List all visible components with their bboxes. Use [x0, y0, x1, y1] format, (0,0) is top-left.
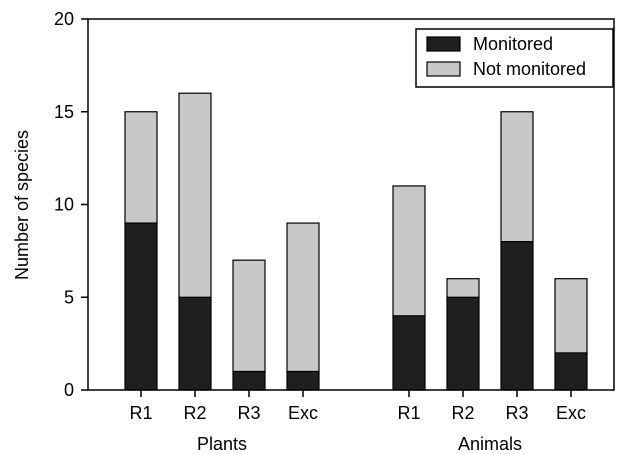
- group-label: Animals: [458, 434, 522, 454]
- y-tick-label: 0: [64, 380, 74, 400]
- bar-not-monitored: [124, 111, 158, 224]
- bar-monitored: [392, 315, 426, 391]
- x-tick-label: R1: [129, 403, 152, 423]
- y-tick-label: 20: [54, 9, 74, 29]
- bar-not-monitored: [286, 222, 320, 373]
- bar-monitored: [554, 352, 588, 391]
- bar-not-monitored: [178, 92, 212, 298]
- group-label: Plants: [197, 434, 247, 454]
- x-tick-label: R1: [397, 403, 420, 423]
- axes: 0 5 10 15 20 R1 R2 R3 Exc R1 R2 R3 Exc Plants Animals: [54, 9, 615, 454]
- bar-not-monitored: [232, 259, 266, 373]
- y-tick-label: 10: [54, 195, 74, 215]
- x-tick-label: Exc: [288, 403, 318, 423]
- bar-monitored: [178, 296, 212, 391]
- x-tick-label: Exc: [556, 403, 586, 423]
- plot-area: [124, 92, 588, 391]
- y-tick-label: 5: [64, 287, 74, 307]
- x-tick-label: R3: [505, 403, 528, 423]
- legend-label-monitored: Monitored: [473, 34, 553, 54]
- legend-swatch-monitored: [426, 36, 461, 52]
- bar-monitored: [500, 241, 534, 391]
- bar-monitored: [446, 296, 480, 391]
- x-tick-label: R3: [237, 403, 260, 423]
- bar-not-monitored: [392, 185, 426, 317]
- bar-not-monitored: [500, 111, 534, 243]
- legend-label-not-monitored: Not monitored: [473, 59, 586, 79]
- y-tick-label: 15: [54, 102, 74, 122]
- bar-monitored: [124, 222, 158, 391]
- bar-not-monitored: [446, 278, 480, 298]
- x-tick-label: R2: [183, 403, 206, 423]
- bar-not-monitored: [554, 278, 588, 354]
- legend-swatch-not-monitored: [426, 61, 461, 77]
- x-tick-label: R2: [451, 403, 474, 423]
- y-axis-title: Number of species: [12, 130, 32, 280]
- bar-monitored: [232, 370, 266, 391]
- bar-monitored: [286, 370, 320, 391]
- legend: Monitored Not monitored: [415, 28, 614, 88]
